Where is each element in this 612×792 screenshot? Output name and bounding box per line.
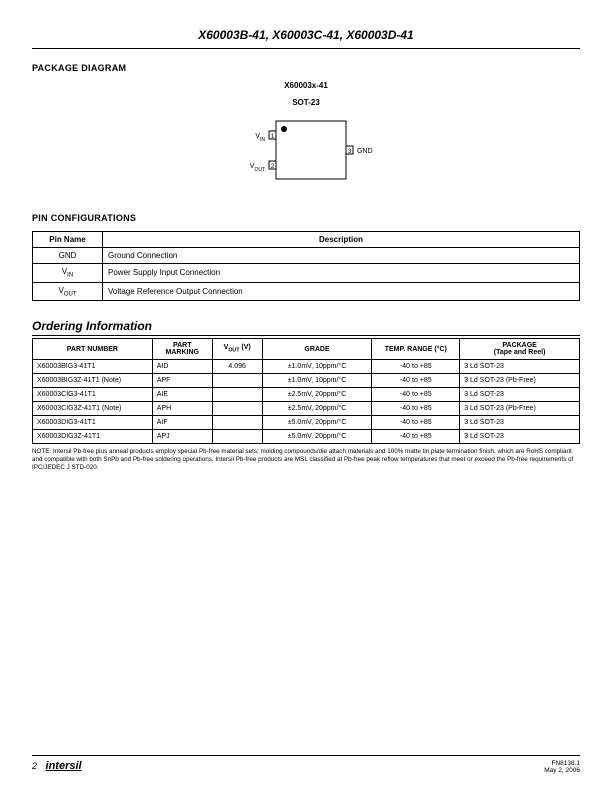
ord-grade: ±2.5mV, 20ppm/°C [262,402,372,416]
page-footer: 2 intersil FN8138.1 May 2, 2006 [32,755,580,774]
ordering-table: PART NUMBERPART MARKINGVOUT (V)GRADETEMP… [32,338,580,444]
ord-pkg: 3 Ld SOT-23 [460,360,580,374]
page-header: X60003B-41, X60003C-41, X60003D-41 [32,28,580,49]
footer-left: 2 intersil [32,760,82,772]
table-row: X60003DIG3Z-41T1APJ ±5.0mV, 20ppm/°C-40 t… [33,430,580,444]
ord-pm: APH [152,402,212,416]
ord-pn: X60003BIG3Z-41T1 (Note) [33,374,153,388]
ord-grade: ±5.0mV, 20ppm/°C [262,416,372,430]
ord-temp: -40 to +85 [372,374,460,388]
ord-grade: ±1.0mV, 10ppm/°C [262,374,372,388]
ord-pkg: 3 Ld SOT-23 (Pb-Free) [460,374,580,388]
ord-header: PART MARKING [152,339,212,360]
ord-vout [212,430,262,444]
ord-temp: -40 to +85 [372,360,460,374]
pin-desc-cell: Ground Connection [103,248,580,264]
table-row: X60003CIG3Z-41T1 (Note)APH ±2.5mV, 20ppm/… [33,402,580,416]
ord-pkg: 3 Ld SOT-23 [460,388,580,402]
pin-desc-cell: Voltage Reference Output Connection [103,282,580,301]
table-row: X60003BIG3Z-41T1 (Note)APF ±1.0mV, 10ppm/… [33,374,580,388]
ord-pn: X60003BIG3-41T1 [33,360,153,374]
pin-config-title: PIN CONFIGURATIONS [32,213,580,223]
package-diagram: X60003x-41 SOT-23 1 VIN 2 VOUT 3 GND [32,81,580,195]
table-row: VOUTVoltage Reference Output Connection [33,282,580,301]
ord-pn: X60003DIG3-41T1 [33,416,153,430]
ord-pn: X60003DIG3Z-41T1 [33,430,153,444]
ord-pkg: 3 Ld SOT-23 [460,416,580,430]
table-row: X60003DIG3-41T1AIF ±5.0mV, 20ppm/°C-40 to… [33,416,580,430]
ordering-note: NOTE: Intersil Pb-free plus anneal produ… [32,448,580,472]
ord-pm: AIF [152,416,212,430]
table-row: GNDGround Connection [33,248,580,264]
ord-pn: X60003CIG3Z-41T1 (Note) [33,402,153,416]
ord-pm: APF [152,374,212,388]
ord-pn: X60003CIG3-41T1 [33,388,153,402]
ord-header: GRADE [262,339,372,360]
table-row: VINPower Supply Input Connection [33,264,580,283]
vout-label: VOUT [250,163,265,173]
package-diagram-title: PACKAGE DIAGRAM [32,63,580,73]
vin-label: VIN [255,133,265,143]
pin-header-name: Pin Name [33,232,103,248]
ord-vout: 4.096 [212,360,262,374]
doc-number: FN8138.1 [544,760,580,767]
footer-right: FN8138.1 May 2, 2006 [544,760,580,774]
pin-name-cell: VIN [33,264,103,283]
ord-header: VOUT (V) [212,339,262,360]
ord-pm: APJ [152,430,212,444]
page-number: 2 [32,761,37,771]
table-row: X60003BIG3-41T1AID4.096±1.0mV, 10ppm/°C-… [33,360,580,374]
pin-config-table: Pin Name Description GNDGround Connectio… [32,231,580,301]
ord-pkg: 3 Ld SOT-23 [460,430,580,444]
ord-header: PART NUMBER [33,339,153,360]
ord-temp: -40 to +85 [372,416,460,430]
ord-temp: -40 to +85 [372,430,460,444]
ord-pm: AIE [152,388,212,402]
brand-logo: intersil [46,760,82,772]
diagram-part-label: X60003x-41 [32,81,580,90]
pin-desc-cell: Power Supply Input Connection [103,264,580,283]
ord-vout [212,402,262,416]
table-row: X60003CIG3-41T1AIE ±2.5mV, 20ppm/°C-40 to… [33,388,580,402]
ord-header: TEMP. RANGE (°C) [372,339,460,360]
ord-pm: AID [152,360,212,374]
ordering-title: Ordering Information [32,319,580,336]
pin-header-desc: Description [103,232,580,248]
ord-temp: -40 to +85 [372,402,460,416]
sot23-diagram: 1 VIN 2 VOUT 3 GND [221,113,391,193]
ord-grade: ±5.0mV, 20ppm/°C [262,430,372,444]
ord-vout [212,374,262,388]
pin-name-cell: GND [33,248,103,264]
diagram-pkg-type: SOT-23 [32,98,580,107]
doc-date: May 2, 2006 [544,767,580,774]
ord-vout [212,388,262,402]
ord-temp: -40 to +85 [372,388,460,402]
gnd-label: GND [357,148,373,155]
ord-pkg: 3 Ld SOT-23 (Pb-Free) [460,402,580,416]
ord-grade: ±2.5mV, 20ppm/°C [262,388,372,402]
ord-vout [212,416,262,430]
pin-name-cell: VOUT [33,282,103,301]
ord-grade: ±1.0mV, 10ppm/°C [262,360,372,374]
ord-header: PACKAGE (Tape and Reel) [460,339,580,360]
